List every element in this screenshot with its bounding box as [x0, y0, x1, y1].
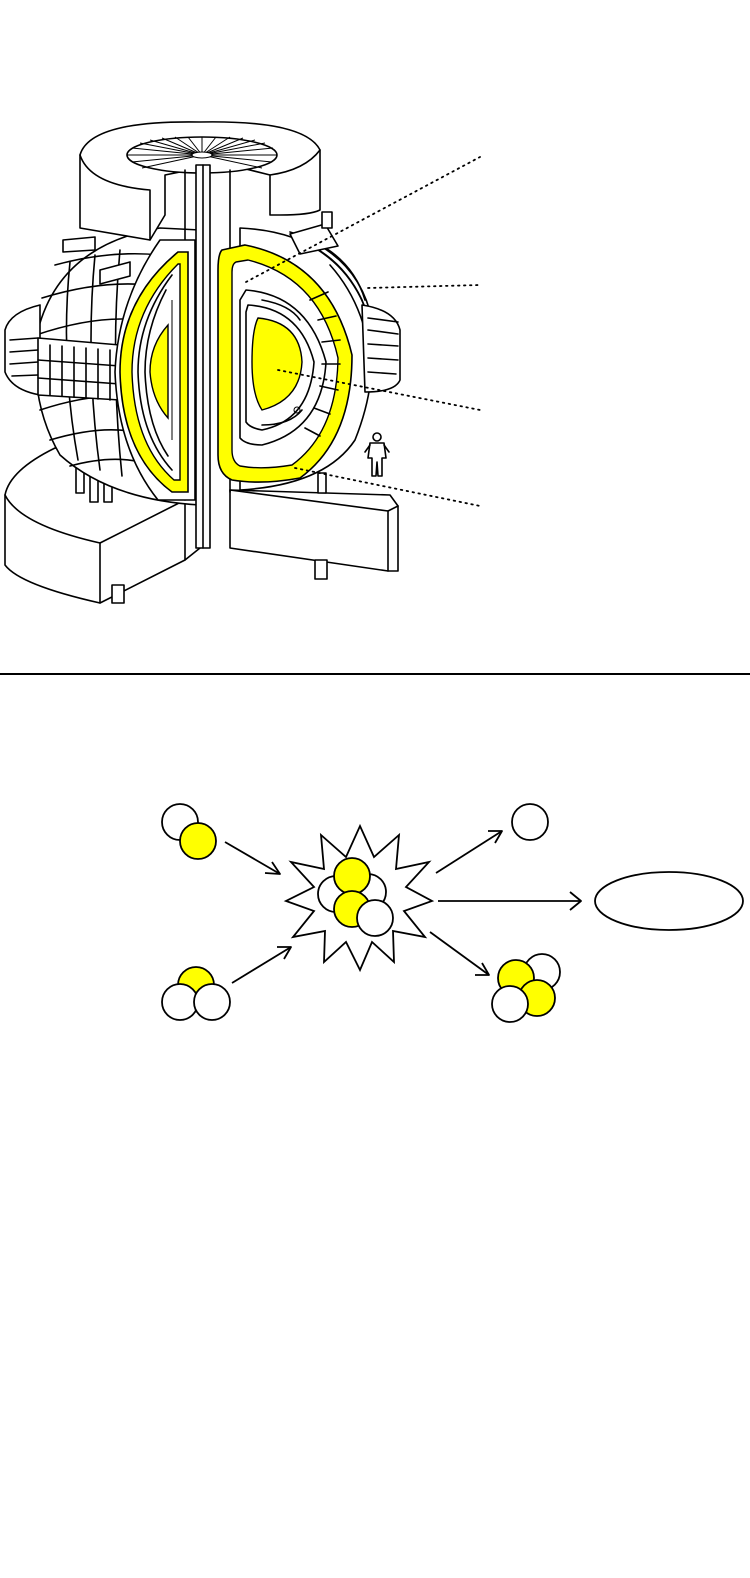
proton-particle — [179, 822, 217, 860]
callout-line-2 — [367, 284, 481, 289]
plasma-left — [149, 323, 169, 420]
tokamak-cutaway — [4, 121, 481, 604]
neutron-particle — [193, 983, 231, 1021]
human-scale-figure-icon — [364, 432, 390, 477]
free-neutron — [511, 803, 549, 841]
reactant-arrows — [224, 841, 292, 984]
energy-output-ellipse — [594, 871, 744, 931]
tokamak-right-section — [217, 244, 353, 483]
plasma-right — [251, 317, 303, 411]
tokamak-top-cylinder — [79, 121, 321, 241]
tokamak-callouts — [245, 156, 481, 507]
helium-4-nucleus — [491, 953, 561, 1023]
deuterium-nucleus — [161, 803, 217, 860]
neutron-particle — [491, 985, 529, 1023]
callout-line-3 — [277, 369, 481, 411]
callout-line-4 — [294, 467, 481, 507]
fusion-collision-burst — [283, 823, 435, 973]
tritium-nucleus — [161, 966, 231, 1021]
tokamak-left-section — [114, 239, 196, 501]
neutron-particle — [356, 899, 394, 937]
product-arrows — [429, 830, 582, 976]
callout-line-1 — [245, 156, 481, 283]
fusion-reaction-diagram — [161, 803, 744, 1023]
neutron-particle — [161, 983, 199, 1021]
proton-particle — [333, 857, 371, 895]
